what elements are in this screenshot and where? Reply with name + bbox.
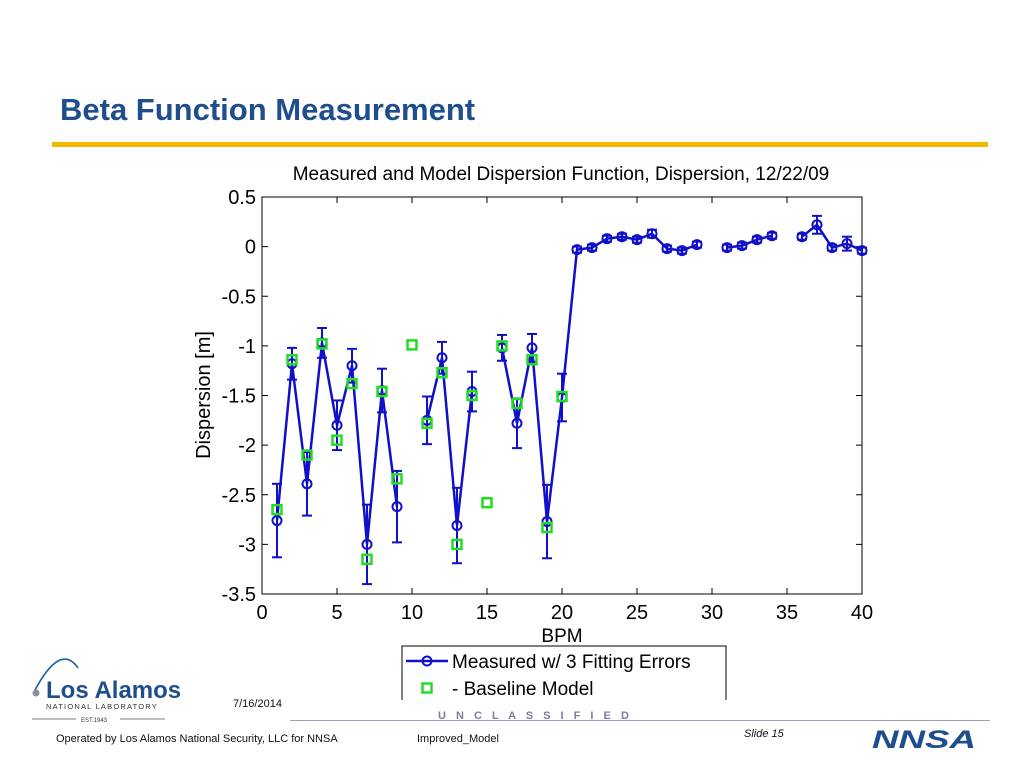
legend-baseline-label: - Baseline Model <box>452 679 594 700</box>
measured-point <box>796 231 808 243</box>
y-tick-label: -0.5 <box>222 286 256 308</box>
measured-point <box>301 478 313 490</box>
classification-label: U N C L A S S I F I E D <box>438 710 633 722</box>
baseline-point <box>286 354 298 366</box>
baseline-point <box>316 338 328 350</box>
filename-text: Improved_Model <box>417 733 499 745</box>
measured-point <box>766 230 778 242</box>
slide-number: Slide 15 <box>744 728 784 740</box>
legend-box <box>401 645 727 700</box>
baseline-point <box>541 521 553 534</box>
logo-established: EST.1943 <box>81 718 108 724</box>
baseline-point <box>331 434 343 446</box>
baseline-point <box>421 417 433 430</box>
baseline-point <box>361 553 373 566</box>
y-tick-label: -2.5 <box>222 485 256 507</box>
y-axis-label: Dispersion [m] <box>193 331 215 459</box>
baseline-point <box>271 503 283 516</box>
measured-point <box>691 239 703 251</box>
baseline-point <box>376 385 388 398</box>
legend-measured-marker <box>421 655 433 667</box>
x-tick-label: 0 <box>256 602 267 624</box>
measured-line <box>425 357 474 526</box>
nnsa-logo-text: NNSA <box>872 726 976 752</box>
los-alamos-logo: Los Alamos NATIONAL LABORATORY EST.1943 <box>32 658 181 724</box>
measured-point <box>631 234 643 246</box>
measured-point <box>541 516 553 528</box>
logo-name-main: Los Alamos <box>46 677 181 704</box>
measured-point <box>571 244 583 256</box>
measured-point <box>346 360 358 372</box>
x-tick-label: 30 <box>701 602 723 624</box>
y-tick-label: -1.5 <box>222 386 256 408</box>
y-tick-label: -3.5 <box>222 584 256 606</box>
legend-baseline-marker <box>421 682 433 694</box>
x-axis-label: BPM <box>541 626 582 647</box>
measured-point <box>856 245 868 257</box>
baseline-point <box>511 397 523 410</box>
baseline-point <box>496 340 508 352</box>
x-tick-label: 15 <box>476 602 498 624</box>
baseline-point <box>556 390 568 403</box>
baseline-point <box>481 496 493 509</box>
measured-point <box>511 417 523 429</box>
measured-point <box>601 233 613 245</box>
measured-point <box>676 245 688 257</box>
logo-name-sub: NATIONAL LABORATORY <box>46 702 158 711</box>
y-tick-label: -2 <box>238 435 256 457</box>
baseline-point <box>451 538 463 551</box>
chart-title: Measured and Model Dispersion Function, … <box>293 164 830 185</box>
measured-line <box>726 234 773 249</box>
measured-point <box>436 352 448 364</box>
footer-rule <box>290 720 990 721</box>
baseline-point <box>301 449 313 461</box>
slide-date: 7/16/2014 <box>233 698 282 710</box>
measured-point <box>331 419 343 431</box>
baseline-point <box>436 366 448 379</box>
measured-point <box>721 242 733 254</box>
measured-point <box>736 240 748 252</box>
operator-text: Operated by Los Alamos National Security… <box>56 733 338 745</box>
baseline-point <box>466 389 478 402</box>
measured-point <box>646 228 658 240</box>
x-tick-label: 5 <box>331 602 342 624</box>
logo-dot <box>32 689 40 697</box>
x-tick-label: 25 <box>626 602 648 624</box>
baseline-point <box>406 339 418 351</box>
measured-point <box>751 234 763 246</box>
title-rule <box>52 142 988 147</box>
measured-point <box>586 242 598 254</box>
baseline-point <box>391 473 403 485</box>
measured-point <box>616 231 628 243</box>
y-tick-label: 0.5 <box>228 187 256 209</box>
baseline-point <box>526 354 538 366</box>
x-tick-label: 20 <box>551 602 573 624</box>
logo-orbit-arc <box>33 658 79 693</box>
y-tick-label: 0 <box>245 237 256 259</box>
measured-point <box>361 538 373 550</box>
x-tick-label: 40 <box>851 602 873 624</box>
legend-measured-label: Measured w/ 3 Fitting Errors <box>452 652 691 673</box>
measured-point <box>451 520 463 532</box>
y-tick-label: -3 <box>238 534 256 556</box>
nnsa-logo: NNSA <box>872 726 976 752</box>
dispersion-chart: 0 5 10 15 20 25 30 35 40 0.5 0 -0.5 -1 -1.5 -2 -2.5 -3 -3… <box>193 164 873 700</box>
x-tick-label: 10 <box>401 602 423 624</box>
measured-point <box>841 238 853 250</box>
y-tick-label: -1 <box>238 336 256 358</box>
measured-point <box>526 342 538 354</box>
measured-point <box>811 219 823 231</box>
baseline-point <box>346 377 358 390</box>
measured-point <box>826 242 838 254</box>
slide-title: Beta Function Measurement <box>60 92 476 127</box>
measured-point <box>391 501 403 513</box>
measured-point <box>661 243 673 255</box>
measured-point <box>271 515 283 527</box>
x-tick-label: 35 <box>776 602 798 624</box>
